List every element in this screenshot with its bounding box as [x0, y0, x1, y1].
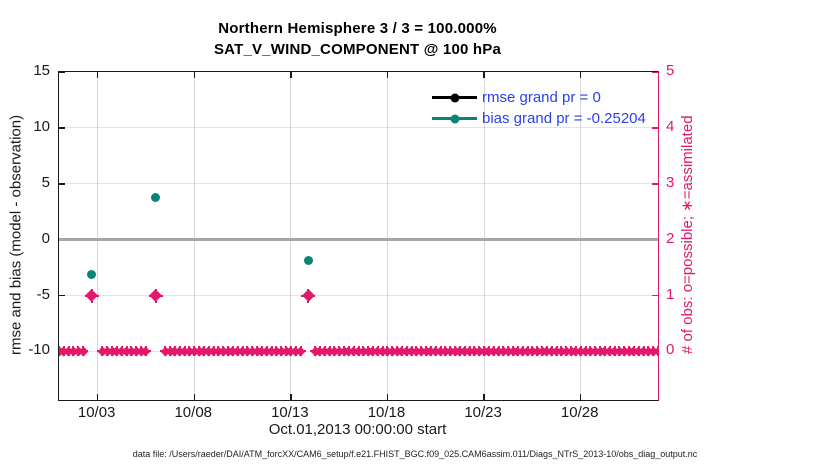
- plot-canvas: [59, 72, 658, 400]
- bias-marker-icon: [450, 114, 459, 123]
- y-tick-mark-left: [59, 72, 65, 73]
- legend-label-rmse: rmse grand pr = 0: [482, 89, 601, 106]
- x-axis-label: Oct.01,2013 00:00:00 start: [268, 421, 447, 438]
- data-file-caption: data file: /Users/raeder/DAI/ATM_forcXX/…: [132, 449, 698, 459]
- x-tick-label: 10/13: [271, 404, 309, 421]
- left-tick-label: 0: [41, 229, 50, 247]
- x-tick-mark: [483, 394, 485, 400]
- legend-label-bias: bias grand pr = -0.25204: [482, 110, 646, 127]
- right-tick-label: 4: [666, 117, 675, 135]
- bias-line-sample: [432, 114, 477, 123]
- right-tick-label: 3: [666, 173, 675, 191]
- obs-event-marker-spike-v: [90, 288, 93, 303]
- obs-count-marker-spike-h: [653, 350, 658, 353]
- x-gridline: [193, 72, 195, 400]
- x-tick-mark-top: [483, 72, 485, 78]
- x-tick-mark-top: [290, 72, 292, 78]
- x-tick-mark-top: [193, 72, 195, 78]
- zero-reference-line: [59, 238, 658, 242]
- right-tick-label: 5: [666, 62, 675, 79]
- y-tick-mark-right: [652, 72, 658, 73]
- plot-area: [58, 71, 659, 401]
- right-tick-label: 1: [666, 285, 675, 303]
- y-tick-mark-left: [59, 127, 65, 129]
- right-tick-label: 2: [666, 229, 675, 247]
- x-tick-mark-top: [386, 72, 389, 78]
- x-tick-mark: [579, 394, 582, 400]
- bias-point: [303, 256, 313, 266]
- y-tick-mark-left: [59, 183, 65, 185]
- y-tick-mark-right: [652, 183, 658, 185]
- left-tick-label: 10: [33, 117, 50, 135]
- left-tick-label: -5: [36, 285, 50, 303]
- x-tick-mark: [386, 394, 389, 400]
- title-line-1: Northern Hemisphere 3 / 3 = 100.000%: [218, 20, 497, 37]
- y-tick-mark-left: [59, 294, 65, 297]
- obs-count-marker-spike-v: [144, 346, 147, 357]
- x-tick-label: 10/08: [174, 404, 213, 421]
- x-gridline: [580, 72, 582, 400]
- left-tick-label: 15: [33, 62, 50, 79]
- x-gridline: [290, 72, 292, 400]
- left-tick-label: -10: [28, 341, 50, 359]
- left-tick-label: 5: [41, 173, 50, 191]
- right-tick-label: 0: [666, 341, 675, 359]
- x-gridline: [483, 72, 485, 400]
- obs-event-marker-spike-v: [307, 288, 310, 303]
- title-line-2: SAT_V_WIND_COMPONENT @ 100 hPa: [213, 41, 502, 58]
- y-gridline: [59, 295, 658, 296]
- x-tick-label: 10/03: [77, 404, 116, 421]
- x-tick-mark-top: [96, 72, 99, 78]
- obs-count-marker-spike-v: [299, 346, 302, 357]
- y-gridline: [59, 127, 658, 129]
- y-tick-mark-right: [652, 127, 658, 129]
- x-gridline: [97, 72, 99, 400]
- bias-point: [87, 269, 97, 279]
- x-tick-label: 10/23: [464, 404, 502, 421]
- x-tick-mark: [193, 394, 195, 400]
- legend: rmse grand pr = 0 bias grand pr = -0.252…: [432, 87, 646, 129]
- legend-item-rmse: rmse grand pr = 0: [432, 87, 646, 108]
- x-tick-mark: [290, 394, 292, 400]
- x-tick-mark: [96, 394, 99, 400]
- x-tick-label: 10/18: [367, 404, 406, 421]
- y-gridline: [59, 183, 658, 185]
- obs-event-marker-spike-v: [154, 288, 157, 303]
- rmse-marker-icon: [450, 93, 459, 102]
- x-gridline: [386, 72, 388, 400]
- legend-item-bias: bias grand pr = -0.25204: [432, 108, 646, 129]
- x-tick-label: 10/28: [560, 404, 599, 421]
- obs-count-marker-spike-v: [657, 346, 658, 357]
- rmse-line-sample: [432, 93, 477, 102]
- obs-count-marker-spike-v: [82, 346, 85, 357]
- x-tick-mark-top: [579, 72, 582, 78]
- y-tick-mark-right: [652, 294, 658, 297]
- plot-title: Northern Hemisphere 3 / 3 = 100.000% SAT…: [58, 18, 657, 60]
- bias-point: [151, 192, 161, 202]
